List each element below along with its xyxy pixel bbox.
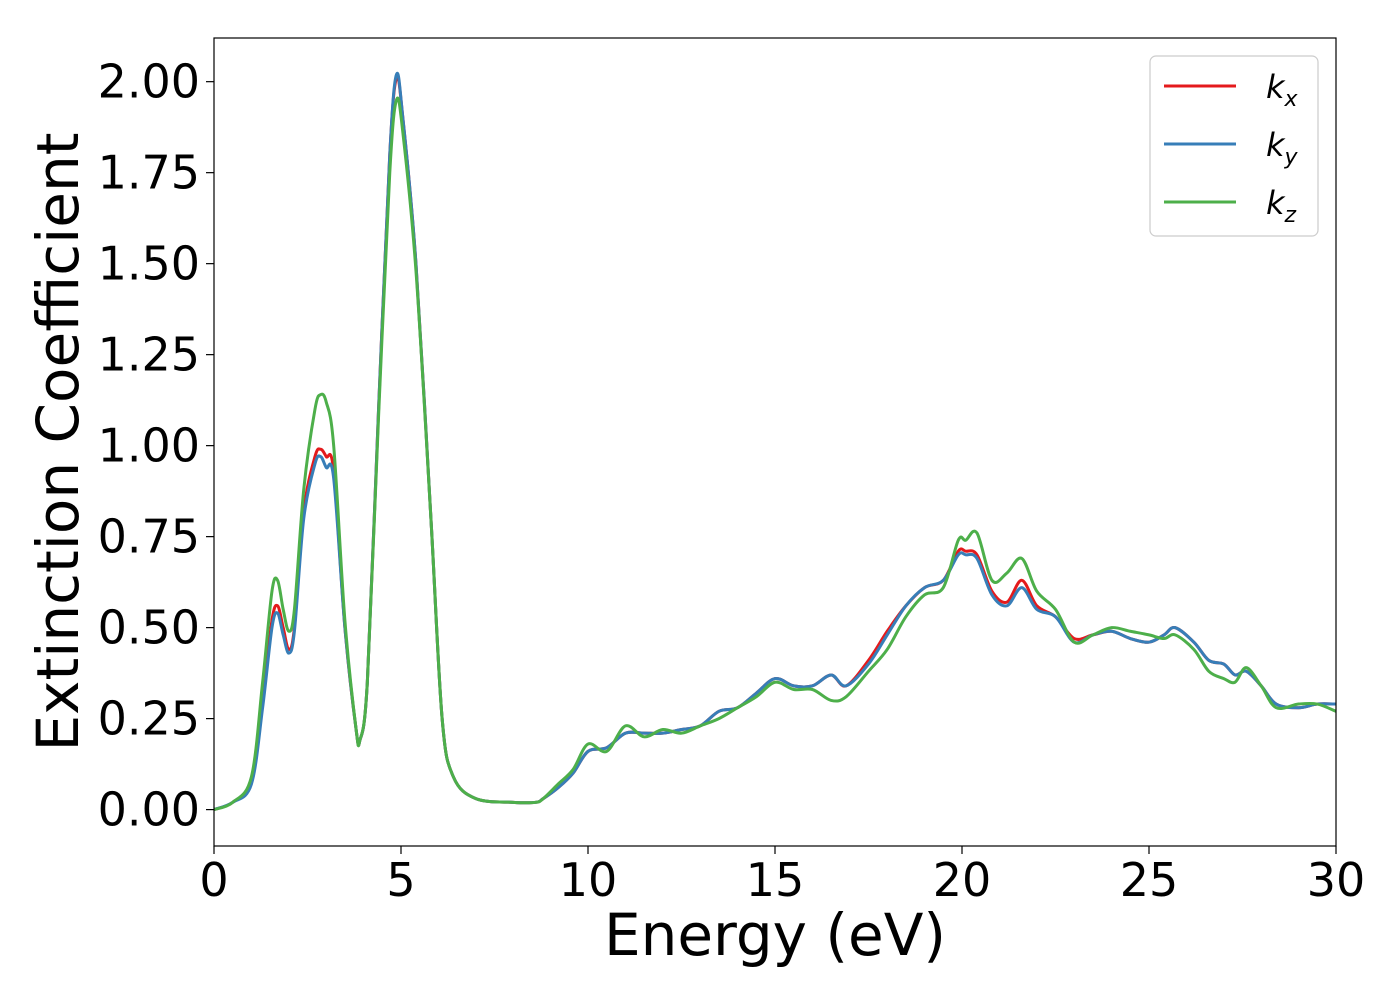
legend-label-z: kz bbox=[1266, 184, 1297, 228]
series-lines bbox=[214, 71, 1336, 812]
y-tick-label: 1.25 bbox=[98, 328, 200, 382]
plot-area bbox=[213, 37, 1337, 847]
legend-box bbox=[1149, 55, 1319, 237]
legend-label-x: kx bbox=[1266, 68, 1299, 112]
x-tick-label: 25 bbox=[1120, 853, 1179, 907]
legend: kx ky kz bbox=[1149, 55, 1319, 237]
y-tick-label: 1.75 bbox=[98, 146, 200, 200]
y-tick-label: 2.00 bbox=[98, 55, 200, 109]
x-tick-label: 5 bbox=[386, 853, 415, 907]
y-tick-label: 0.25 bbox=[98, 692, 200, 746]
y-axis-title: Extinction Coefficient bbox=[24, 133, 92, 752]
y-axis-ticks: 0.00 0.25 0.50 0.75 1.00 1.25 1.50 1.75 2.00 bbox=[98, 55, 214, 837]
x-tick-label: 20 bbox=[933, 853, 992, 907]
x-axis-ticks: 0 5 10 15 20 25 30 bbox=[199, 846, 1365, 907]
x-tick-label: 30 bbox=[1307, 853, 1366, 907]
x-tick-label: 15 bbox=[746, 853, 805, 907]
x-tick-label: 10 bbox=[559, 853, 618, 907]
x-axis-title: Energy (eV) bbox=[604, 901, 946, 969]
y-tick-label: 1.50 bbox=[98, 237, 200, 291]
x-tick-label: 0 bbox=[199, 853, 228, 907]
y-tick-label: 0.50 bbox=[98, 601, 200, 655]
y-tick-label: 1.00 bbox=[98, 419, 200, 473]
y-tick-label: 0.00 bbox=[98, 783, 200, 837]
series-line-z bbox=[214, 96, 1336, 812]
y-tick-label: 0.75 bbox=[98, 510, 200, 564]
legend-label-y: ky bbox=[1266, 126, 1299, 170]
